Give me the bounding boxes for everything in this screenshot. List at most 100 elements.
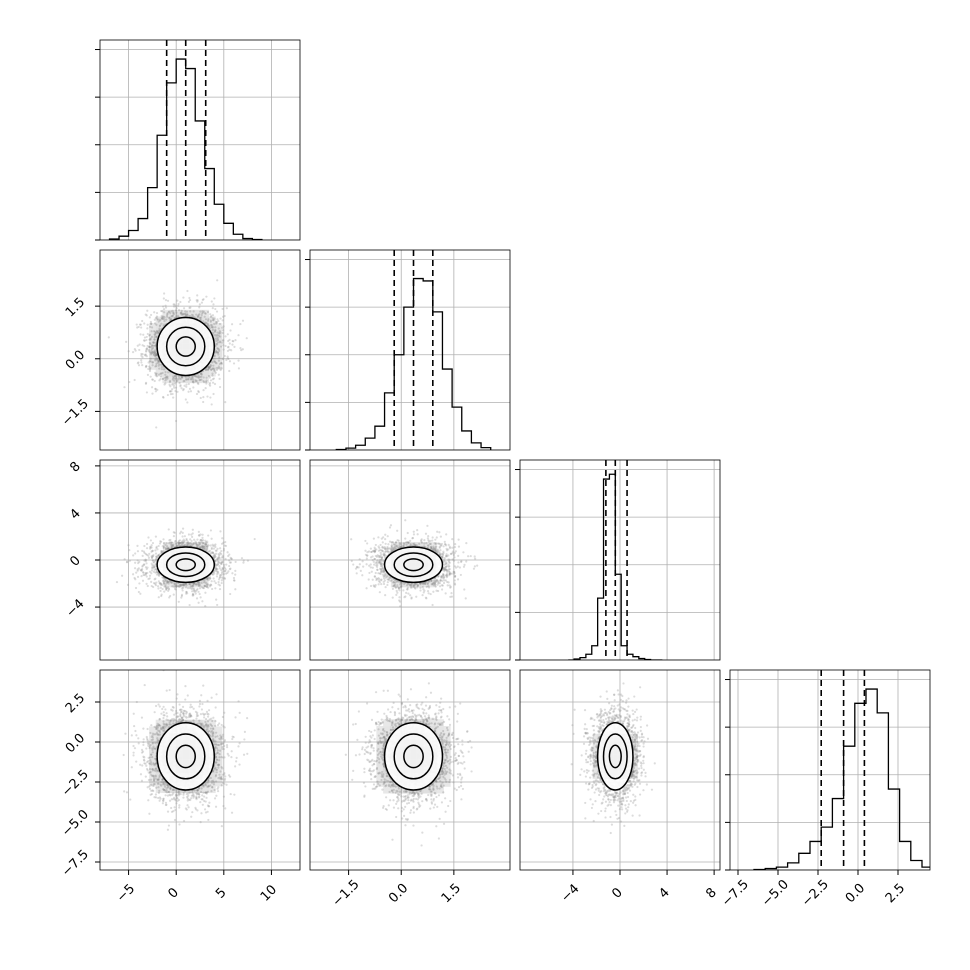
sample-point bbox=[172, 312, 176, 316]
sample-point bbox=[180, 311, 183, 314]
sample-point bbox=[201, 310, 204, 313]
sample-point bbox=[190, 376, 194, 379]
sample-point bbox=[157, 359, 160, 363]
sample-point bbox=[144, 366, 148, 369]
sample-point bbox=[180, 375, 183, 378]
sample-point bbox=[183, 535, 186, 538]
density-cell bbox=[215, 349, 223, 357]
sample-point bbox=[221, 326, 224, 329]
density-cell bbox=[189, 309, 196, 317]
sample-point bbox=[199, 596, 202, 599]
sample-point bbox=[214, 361, 217, 364]
sample-point bbox=[165, 587, 168, 590]
sample-point bbox=[166, 315, 169, 318]
sample-point bbox=[157, 364, 160, 367]
sample-point bbox=[166, 375, 169, 378]
sample-point bbox=[179, 300, 182, 304]
sample-point bbox=[197, 313, 200, 317]
sample-point bbox=[149, 546, 152, 549]
sample-point bbox=[208, 376, 212, 379]
sample-point bbox=[240, 349, 243, 352]
sample-point bbox=[186, 313, 189, 316]
sample-point bbox=[241, 348, 244, 351]
sample-point bbox=[185, 590, 188, 594]
sample-point bbox=[221, 341, 224, 344]
density-cell bbox=[167, 583, 172, 588]
sample-point bbox=[197, 530, 200, 533]
sample-point bbox=[167, 589, 170, 592]
density-cell bbox=[149, 363, 156, 370]
sample-point bbox=[153, 349, 156, 352]
sample-point bbox=[429, 592, 432, 596]
y-tick-label: −4 bbox=[63, 597, 87, 621]
sample-point bbox=[136, 326, 139, 329]
sample-point bbox=[171, 314, 175, 317]
sample-point bbox=[143, 353, 146, 356]
sample-point bbox=[146, 571, 149, 575]
sample-point bbox=[215, 349, 218, 352]
sample-point bbox=[218, 330, 221, 333]
sample-point bbox=[209, 396, 212, 399]
sample-point bbox=[216, 341, 220, 344]
sample-point bbox=[228, 559, 231, 562]
sample-point bbox=[165, 375, 168, 378]
density-cell bbox=[149, 329, 156, 337]
sample-point bbox=[208, 382, 212, 385]
sample-point bbox=[208, 383, 211, 386]
sample-point bbox=[162, 318, 166, 321]
density-cell bbox=[155, 316, 163, 324]
sample-point bbox=[151, 344, 154, 347]
sample-point bbox=[201, 298, 204, 302]
sample-point bbox=[162, 368, 166, 371]
sample-point bbox=[149, 338, 152, 341]
sample-point bbox=[222, 547, 225, 550]
sample-point bbox=[214, 581, 217, 585]
sample-point bbox=[181, 531, 184, 534]
sample-point bbox=[133, 378, 136, 382]
sample-point bbox=[216, 331, 219, 334]
sample-point bbox=[138, 323, 142, 326]
sample-point bbox=[154, 355, 157, 358]
sample-point bbox=[207, 368, 210, 371]
sample-point bbox=[209, 315, 213, 319]
sample-point bbox=[148, 345, 151, 349]
sample-point bbox=[137, 325, 140, 329]
sample-point bbox=[197, 391, 200, 394]
sample-point bbox=[450, 595, 454, 598]
sample-point bbox=[212, 303, 215, 306]
sample-point bbox=[227, 345, 230, 348]
sample-point bbox=[143, 322, 146, 325]
sample-point bbox=[163, 376, 167, 380]
sample-point bbox=[223, 576, 226, 580]
sample-point bbox=[213, 333, 217, 337]
sample-point bbox=[139, 568, 142, 571]
density-cell bbox=[183, 542, 188, 547]
sample-point bbox=[152, 561, 156, 564]
sample-point bbox=[180, 387, 183, 390]
sample-point bbox=[197, 374, 200, 378]
sample-point bbox=[154, 374, 157, 377]
sample-point bbox=[190, 378, 193, 381]
sample-point bbox=[168, 380, 171, 384]
sample-point bbox=[210, 325, 213, 329]
sample-point bbox=[168, 539, 171, 542]
sample-point bbox=[222, 348, 225, 351]
sample-point bbox=[218, 385, 222, 389]
sample-point bbox=[174, 419, 178, 423]
sample-point bbox=[153, 338, 156, 341]
sample-point bbox=[143, 544, 146, 548]
sample-point bbox=[107, 336, 110, 339]
sample-point bbox=[211, 543, 214, 546]
sample-point bbox=[240, 557, 244, 560]
sample-point bbox=[154, 577, 157, 580]
sample-point bbox=[221, 339, 224, 342]
density-cell bbox=[155, 323, 163, 330]
sample-point bbox=[222, 315, 225, 318]
density-cell bbox=[179, 583, 184, 588]
grid bbox=[100, 40, 300, 240]
sample-point bbox=[174, 305, 177, 308]
sample-point bbox=[237, 334, 240, 337]
sample-point bbox=[210, 368, 213, 371]
sample-point bbox=[138, 343, 141, 346]
sample-point bbox=[121, 574, 124, 577]
